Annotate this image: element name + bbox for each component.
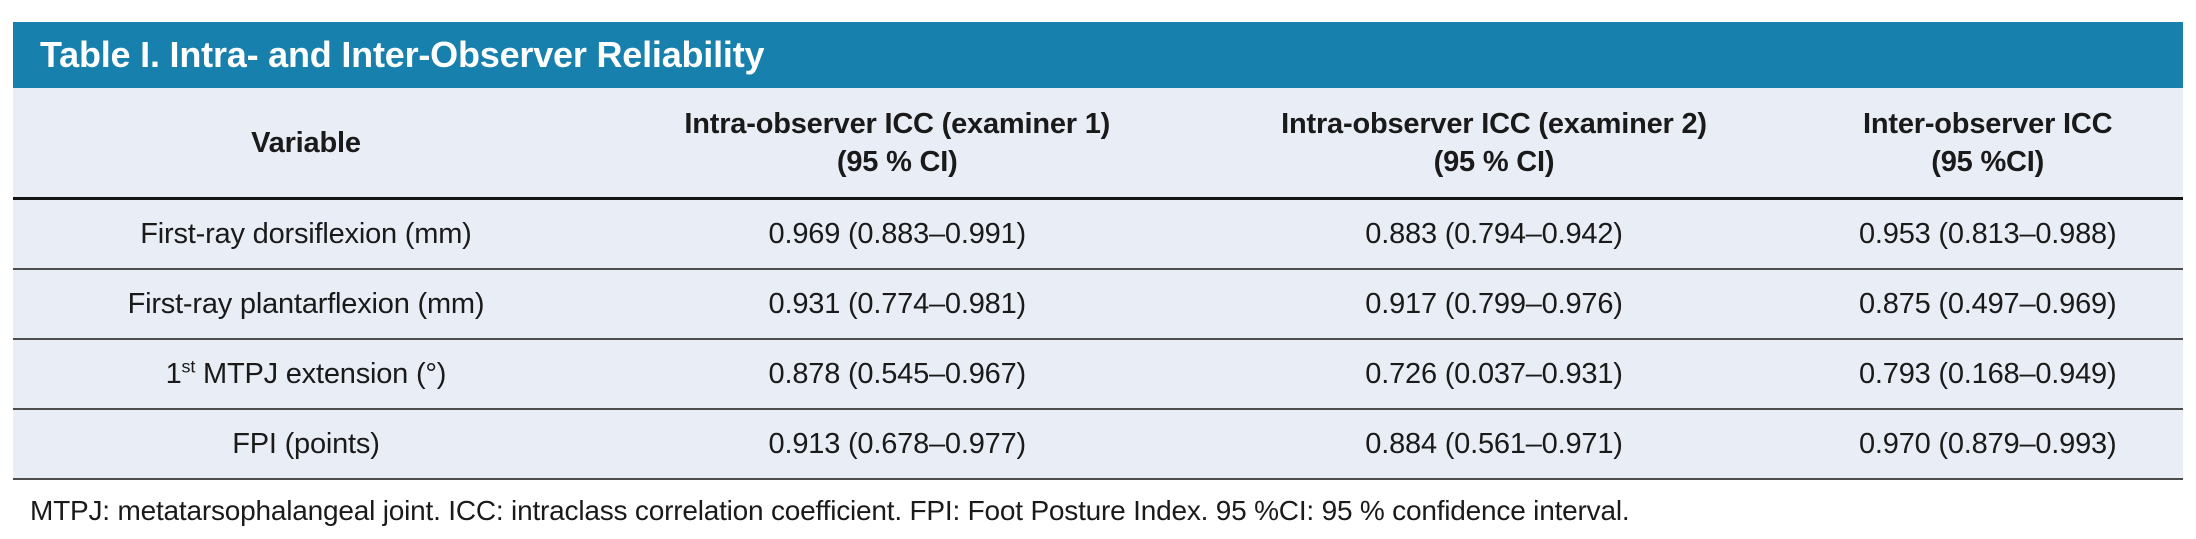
table-row: 1st MTPJ extension (°) 0.878 (0.545–0.96… <box>13 339 2183 410</box>
cell-icc-examiner1: 0.969 (0.883–0.991) <box>598 198 1196 270</box>
table-row: First-ray dorsiflexion (mm) 0.969 (0.883… <box>13 198 2183 270</box>
col-header-intra-icc-examiner2: Intra-observer ICC (examiner 2) (95 % CI… <box>1195 88 1793 200</box>
cell-inter-observer: 0.970 (0.879–0.993) <box>1792 409 2183 480</box>
header-row: Variable Intra-observer ICC (examiner 1)… <box>13 88 2183 200</box>
table-figure: Table I. Intra- and Inter-Observer Relia… <box>13 22 2183 527</box>
cell-icc-examiner2: 0.884 (0.561–0.971) <box>1195 409 1793 480</box>
col-header-variable: Variable <box>13 88 599 200</box>
cell-icc-examiner1: 0.931 (0.774–0.981) <box>598 269 1196 340</box>
col-header-inter-icc: Inter-observer ICC (95 %CI) <box>1792 88 2183 200</box>
reliability-table: Variable Intra-observer ICC (examiner 1)… <box>13 88 2183 480</box>
table-row: FPI (points) 0.913 (0.678–0.977) 0.884 (… <box>13 409 2183 480</box>
cell-icc-examiner2: 0.917 (0.799–0.976) <box>1195 269 1793 340</box>
table-footnote: MTPJ: metatarsophalangeal joint. ICC: in… <box>30 495 1630 526</box>
cell-inter-observer: 0.793 (0.168–0.949) <box>1792 339 2183 410</box>
cell-inter-observer: 0.953 (0.813–0.988) <box>1792 198 2183 270</box>
cell-variable: First-ray dorsiflexion (mm) <box>13 198 599 270</box>
cell-icc-examiner1: 0.878 (0.545–0.967) <box>598 339 1196 410</box>
col-header-intra-icc-examiner1: Intra-observer ICC (examiner 1) (95 % CI… <box>598 88 1196 200</box>
cell-icc-examiner2: 0.883 (0.794–0.942) <box>1195 198 1793 270</box>
cell-inter-observer: 0.875 (0.497–0.969) <box>1792 269 2183 340</box>
table-title: Table I. Intra- and Inter-Observer Relia… <box>40 34 765 75</box>
col-header-variable-label: Variable <box>251 126 361 159</box>
cell-variable: First-ray plantarflexion (mm) <box>13 269 599 340</box>
table-row: First-ray plantarflexion (mm) 0.931 (0.7… <box>13 269 2183 340</box>
cell-variable: FPI (points) <box>13 409 599 480</box>
ordinal-superscript: st <box>181 355 196 376</box>
cell-icc-examiner1: 0.913 (0.678–0.977) <box>598 409 1196 480</box>
cell-icc-examiner2: 0.726 (0.037–0.931) <box>1195 339 1793 410</box>
cell-variable: 1st MTPJ extension (°) <box>13 339 599 410</box>
table-title-bar: Table I. Intra- and Inter-Observer Relia… <box>13 22 2183 88</box>
